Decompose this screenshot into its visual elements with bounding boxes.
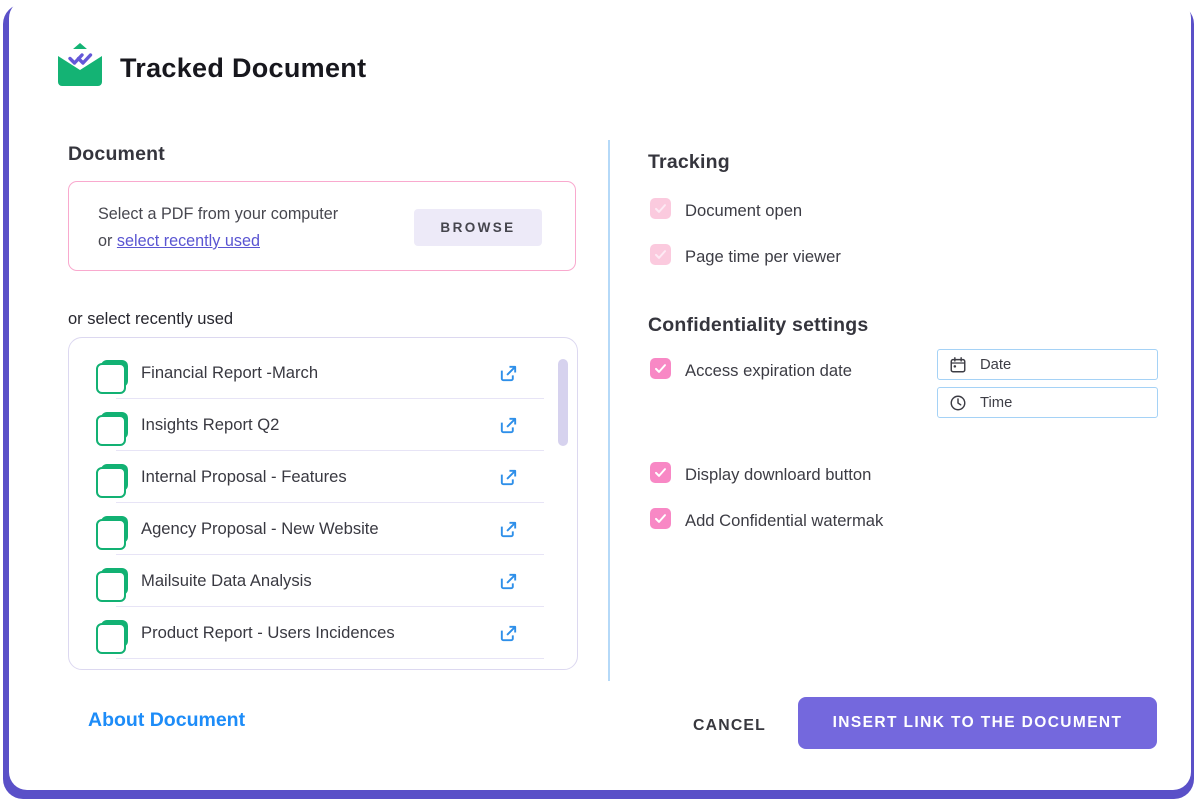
recently-used-label: or select recently used <box>68 310 234 328</box>
about-document-link[interactable]: About Document <box>88 709 246 731</box>
watermark-checkbox[interactable] <box>650 508 671 529</box>
access-expiration-checkbox[interactable] <box>650 358 671 379</box>
open-external-icon[interactable] <box>498 415 519 436</box>
column-divider <box>608 140 610 681</box>
file-name: Financial Report -March <box>141 363 319 382</box>
list-item[interactable]: PDF Internal Proposal - Features <box>69 451 577 503</box>
page-time-label: Page time per viewer <box>685 247 841 266</box>
calendar-icon <box>950 356 966 372</box>
pdf-file-icon: PDF <box>96 567 128 602</box>
upload-instructions-prefix: or <box>98 232 113 250</box>
list-item[interactable]: PDF Product Report - Users Incidences <box>69 607 577 659</box>
pdf-file-icon: PDF <box>96 515 128 550</box>
access-expiration-label: Access expiration date <box>685 361 852 380</box>
file-name: Insights Report Q2 <box>141 415 280 434</box>
time-input[interactable] <box>980 394 1130 411</box>
confidentiality-section-heading: Confidentiality settings <box>648 314 869 336</box>
watermark-label: Add Confidential watermak <box>685 511 884 530</box>
list-item[interactable]: PDF Financial Report -March <box>69 347 577 399</box>
document-section-heading: Document <box>68 143 165 165</box>
open-external-icon[interactable] <box>498 519 519 540</box>
date-input[interactable] <box>980 356 1130 373</box>
file-name: Product Report - Users Incidences <box>141 623 395 642</box>
expiration-date-field[interactable] <box>937 349 1158 380</box>
recent-files-list: PDF Financial Report -March PDF Insights… <box>68 337 578 670</box>
document-open-label: Document open <box>685 201 803 220</box>
tracking-section-heading: Tracking <box>648 151 730 173</box>
list-item[interactable]: PDF Agency Proposal - New Website <box>69 503 577 555</box>
dialog-title: Tracked Document <box>120 53 367 83</box>
list-scrollbar[interactable] <box>558 359 568 446</box>
clock-icon <box>950 395 966 410</box>
tracked-document-dialog: Tracked Document Document Select a PDF f… <box>9 0 1191 790</box>
display-download-checkbox[interactable] <box>650 462 671 483</box>
display-download-label: Display downloard button <box>685 465 872 484</box>
page-time-checkbox[interactable] <box>650 244 671 265</box>
browse-button[interactable]: BROWSE <box>414 209 542 246</box>
list-item[interactable]: PDF Mailsuite Data Analysis <box>69 555 577 607</box>
upload-instructions: Select a PDF from your computer or selec… <box>98 201 338 255</box>
open-external-icon[interactable] <box>498 571 519 592</box>
mailsuite-envelope-logo-icon <box>56 42 104 88</box>
upload-instructions-line1: Select a PDF from your computer <box>98 205 339 223</box>
pdf-file-icon: PDF <box>96 411 128 446</box>
select-recently-used-link[interactable]: select recently used <box>116 232 260 250</box>
file-name: Internal Proposal - Features <box>141 467 347 486</box>
file-name: Agency Proposal - New Website <box>141 519 379 538</box>
open-external-icon[interactable] <box>498 467 519 488</box>
cancel-button[interactable]: CANCEL <box>685 711 774 741</box>
pdf-file-icon: PDF <box>96 463 128 498</box>
file-name: Mailsuite Data Analysis <box>141 571 312 590</box>
list-item[interactable]: PDF Insights Report Q2 <box>69 399 577 451</box>
insert-link-button[interactable]: INSERT LINK TO THE DOCUMENT <box>798 697 1157 749</box>
expiration-time-field[interactable] <box>937 387 1158 418</box>
open-external-icon[interactable] <box>498 623 519 644</box>
pdf-file-icon: PDF <box>96 359 128 394</box>
pdf-file-icon: PDF <box>96 619 128 654</box>
pdf-upload-dropzone: Select a PDF from your computer or selec… <box>68 181 576 271</box>
open-external-icon[interactable] <box>498 363 519 384</box>
document-open-checkbox[interactable] <box>650 198 671 219</box>
